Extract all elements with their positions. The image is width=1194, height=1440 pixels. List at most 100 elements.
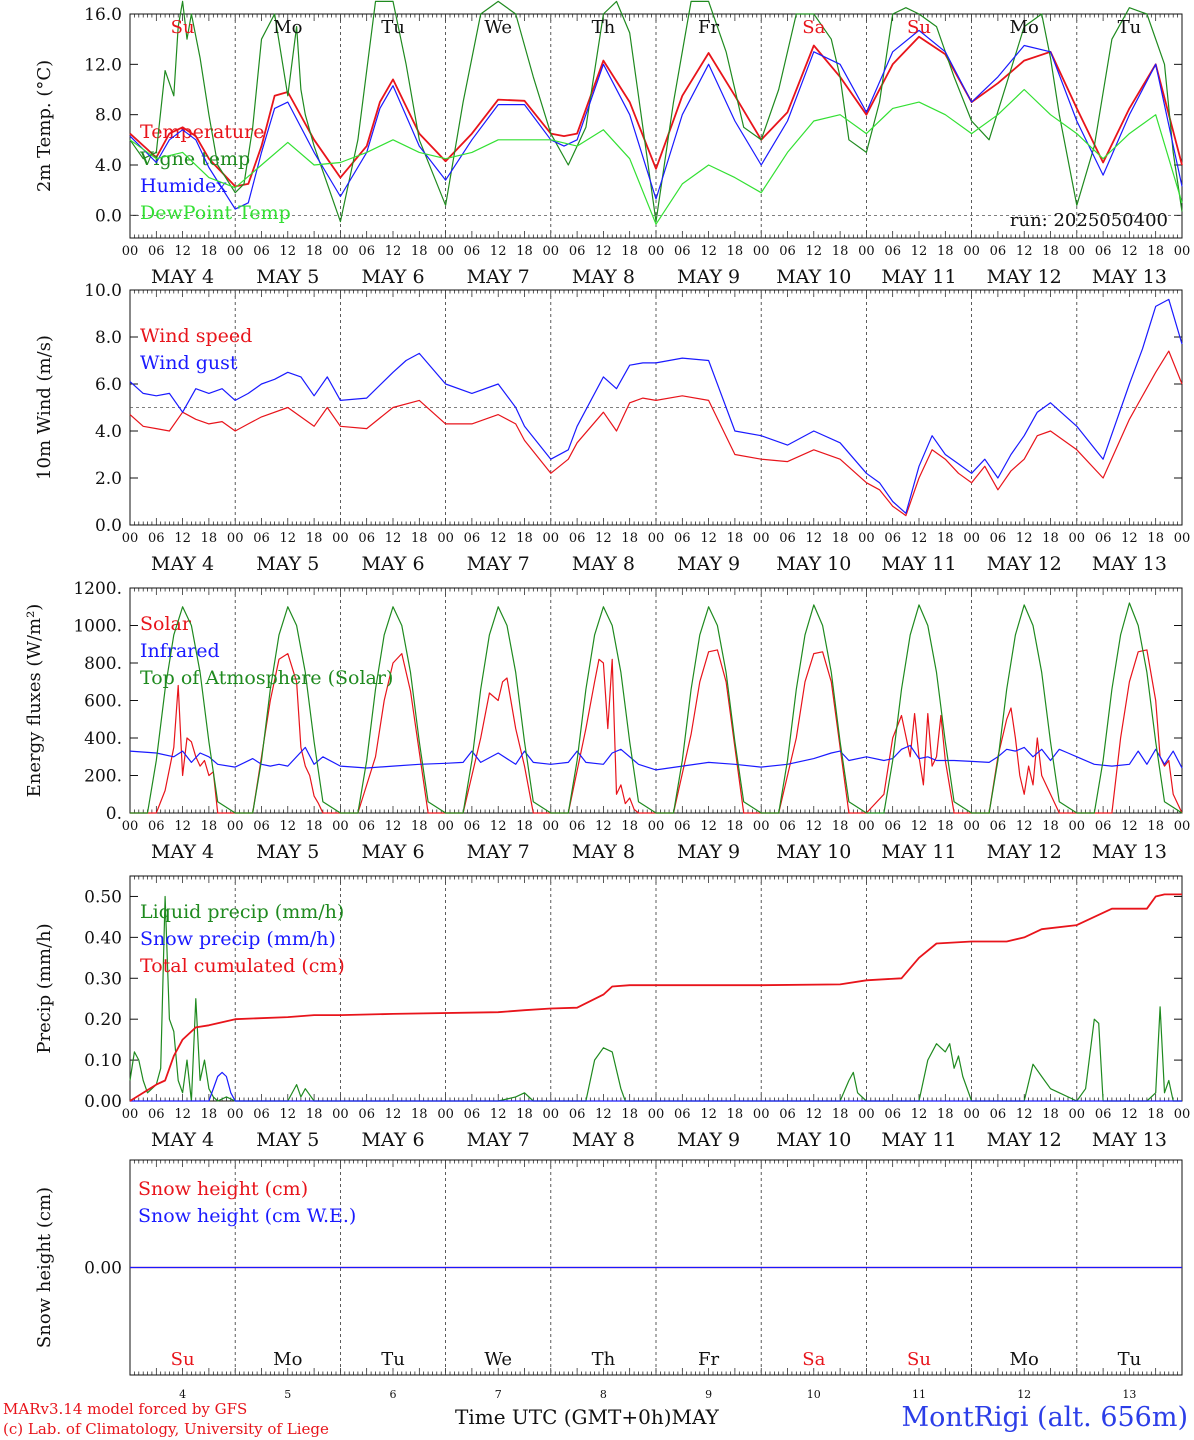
- hour-tick-label: 00: [437, 1107, 454, 1122]
- hour-tick-label: 00: [543, 819, 560, 834]
- hour-tick-label: 12: [385, 1107, 402, 1122]
- copyright-credit: (c) Lab. of Climatology, University of L…: [3, 1420, 329, 1438]
- hour-tick-label: 18: [516, 1107, 533, 1122]
- hour-tick-label: 12: [1016, 244, 1033, 259]
- y-tick-label: 0.00: [84, 1092, 122, 1112]
- hour-tick-label: 06: [674, 531, 691, 546]
- day-label: MAY 11: [881, 1129, 956, 1151]
- weekday-label-bottom: Tu: [381, 1349, 405, 1370]
- hour-tick-label: 12: [385, 531, 402, 546]
- hour-tick-label: 18: [832, 244, 849, 259]
- weekday-label-bottom: Sa: [802, 1349, 825, 1370]
- hour-tick-label: 00: [858, 531, 875, 546]
- day-label: MAY 6: [361, 266, 424, 288]
- legend-entry: Infrared: [140, 640, 220, 662]
- weekday-label-bottom: Mo: [273, 1349, 302, 1370]
- hour-tick-label: 06: [1095, 819, 1112, 834]
- weekday-label: Fr: [698, 17, 719, 38]
- legend-entry: Snow height (cm W.E.): [138, 1205, 356, 1227]
- hour-tick-label: 00: [963, 244, 980, 259]
- weekday-label-bottom: Th: [592, 1349, 616, 1370]
- hour-tick-label: 00: [648, 244, 665, 259]
- weekday-label-bottom: We: [484, 1349, 512, 1370]
- hour-tick-label: 18: [621, 244, 638, 259]
- hour-tick-label: 12: [911, 531, 928, 546]
- day-label: MAY 11: [881, 266, 956, 288]
- hour-tick-label: 12: [280, 1107, 297, 1122]
- hour-tick-label: 06: [884, 531, 901, 546]
- series-line-temperature: [129, 35, 1183, 188]
- y-tick-label: 800.: [84, 654, 122, 674]
- day-number-label: 13: [1122, 1388, 1136, 1401]
- hour-tick-label: 18: [411, 244, 428, 259]
- hour-tick-label: 12: [280, 819, 297, 834]
- hour-tick-label: 00: [648, 531, 665, 546]
- legend-entry: Vigne temp: [139, 148, 250, 170]
- hour-tick-label: 06: [779, 244, 796, 259]
- weekday-label-bottom: Mo: [1010, 1349, 1039, 1370]
- weekday-label-bottom: Tu: [1118, 1349, 1142, 1370]
- hour-tick-label: 12: [1121, 244, 1138, 259]
- series-line-solar: [130, 649, 1183, 814]
- y-tick-label: 400.: [84, 729, 122, 749]
- hour-tick-label: 18: [1147, 531, 1164, 546]
- hour-tick-label: 00: [858, 819, 875, 834]
- hour-tick-label: 18: [1042, 1107, 1059, 1122]
- weekday-label-bottom: Fr: [698, 1349, 719, 1370]
- time-axis-label: Time UTC (GMT+0h)MAY: [455, 1405, 719, 1429]
- y-tick-label: 200.: [84, 767, 122, 787]
- hour-tick-label: 18: [727, 531, 744, 546]
- day-label: MAY 12: [987, 266, 1062, 288]
- hour-tick-label: 18: [621, 1107, 638, 1122]
- hour-tick-label: 18: [201, 819, 218, 834]
- day-label: MAY 9: [677, 1129, 740, 1151]
- y-tick-label: 12.0: [84, 55, 122, 75]
- day-label: MAY 5: [256, 841, 319, 863]
- hour-tick-label: 18: [516, 531, 533, 546]
- hour-tick-label: 18: [201, 244, 218, 259]
- hour-tick-label: 00: [543, 531, 560, 546]
- hour-tick-label: 12: [490, 244, 507, 259]
- hour-tick-label: 00: [1069, 1107, 1086, 1122]
- day-label: MAY 8: [572, 266, 635, 288]
- hour-tick-label: 12: [280, 531, 297, 546]
- day-number-label: 6: [390, 1388, 397, 1401]
- day-label: MAY 10: [776, 266, 851, 288]
- hour-tick-label: 06: [779, 531, 796, 546]
- hour-tick-label: 18: [516, 819, 533, 834]
- hour-tick-label: 00: [122, 244, 139, 259]
- day-label: MAY 12: [987, 1129, 1062, 1151]
- day-label: MAY 6: [361, 1129, 424, 1151]
- hour-tick-label: 18: [306, 1107, 323, 1122]
- y-tick-label: 0.: [106, 804, 122, 824]
- legend-entry: Snow precip (mm/h): [140, 928, 336, 950]
- hour-tick-label: 06: [990, 1107, 1007, 1122]
- day-label: MAY 7: [467, 841, 530, 863]
- hour-tick-label: 18: [937, 531, 954, 546]
- y-tick-label: 4.0: [95, 422, 122, 442]
- day-label: MAY 5: [256, 553, 319, 575]
- hour-tick-label: 06: [464, 819, 481, 834]
- legend-entry: Snow height (cm): [138, 1178, 308, 1200]
- day-label: MAY 11: [881, 841, 956, 863]
- day-label: MAY 7: [467, 553, 530, 575]
- weekday-label: Su: [171, 17, 195, 38]
- hour-tick-label: 12: [595, 1107, 612, 1122]
- series-line-liquid-precip-mm-h-: [129, 895, 1182, 1102]
- hour-tick-label: 06: [569, 244, 586, 259]
- hour-tick-label: 06: [569, 819, 586, 834]
- day-label: MAY 7: [467, 266, 530, 288]
- day-number-label: 8: [600, 1388, 607, 1401]
- hour-tick-label: 12: [700, 244, 717, 259]
- weekday-label-bottom: Su: [907, 1349, 931, 1370]
- hour-tick-label: 06: [464, 244, 481, 259]
- y-tick-label: 0.50: [84, 887, 122, 907]
- weekday-label: Su: [907, 17, 931, 38]
- hour-tick-label: 06: [779, 819, 796, 834]
- hour-tick-label: 06: [253, 244, 270, 259]
- y-tick-label: 0.10: [84, 1051, 122, 1071]
- day-number-label: 7: [495, 1388, 502, 1401]
- hour-tick-label: 00: [543, 1107, 560, 1122]
- hour-tick-label: 00: [963, 1107, 980, 1122]
